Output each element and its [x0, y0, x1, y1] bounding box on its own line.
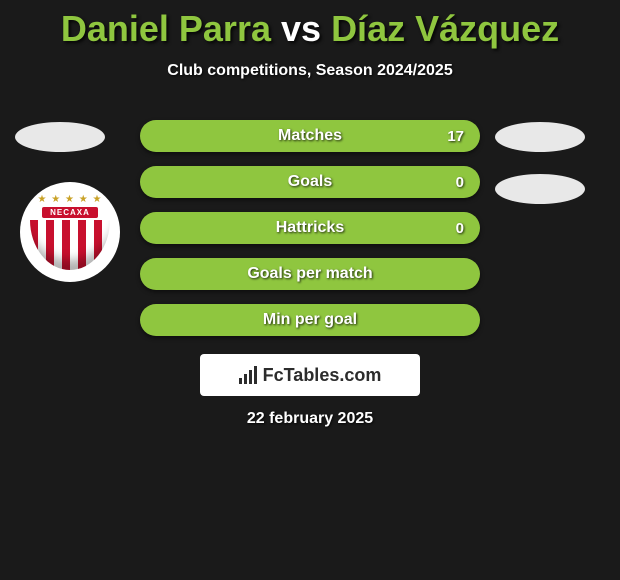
subtitle: Club competitions, Season 2024/2025 [0, 62, 620, 80]
stat-label: Goals per match [247, 265, 372, 283]
player2-name: Díaz Vázquez [331, 8, 559, 49]
player2-photo-placeholder-bottom [495, 174, 585, 204]
stat-value: 0 [456, 220, 464, 237]
stat-bar: Goals per match [140, 258, 480, 290]
player1-name: Daniel Parra [61, 8, 271, 49]
fctables-text: FcTables.com [263, 365, 382, 386]
stat-bar: Min per goal [140, 304, 480, 336]
stat-bar: Matches 17 [140, 120, 480, 152]
club-name: NECAXA [42, 207, 98, 218]
player2-photo-placeholder-top [495, 122, 585, 152]
stat-label: Min per goal [263, 311, 357, 329]
stat-label: Goals [288, 173, 332, 191]
logo-stars-icon: ★ ★ ★ ★ ★ [38, 194, 103, 205]
page-title: Daniel Parra vs Díaz Vázquez [0, 0, 620, 50]
vs-text: vs [281, 8, 321, 49]
stat-value: 17 [447, 128, 464, 145]
stat-value: 0 [456, 174, 464, 191]
stat-bar: Hattricks 0 [140, 212, 480, 244]
club-logo-necaxa: ★ ★ ★ ★ ★ NECAXA [20, 182, 120, 282]
date-text: 22 february 2025 [0, 410, 620, 428]
stats-container: Matches 17 Goals 0 Hattricks 0 Goals per match… [140, 120, 480, 350]
stat-label: Matches [278, 127, 342, 145]
bar-chart-icon [239, 366, 257, 384]
player1-photo-placeholder [15, 122, 105, 152]
logo-stripes-icon [30, 220, 110, 270]
stat-label: Hattricks [276, 219, 344, 237]
fctables-logo[interactable]: FcTables.com [200, 354, 420, 396]
stat-bar: Goals 0 [140, 166, 480, 198]
